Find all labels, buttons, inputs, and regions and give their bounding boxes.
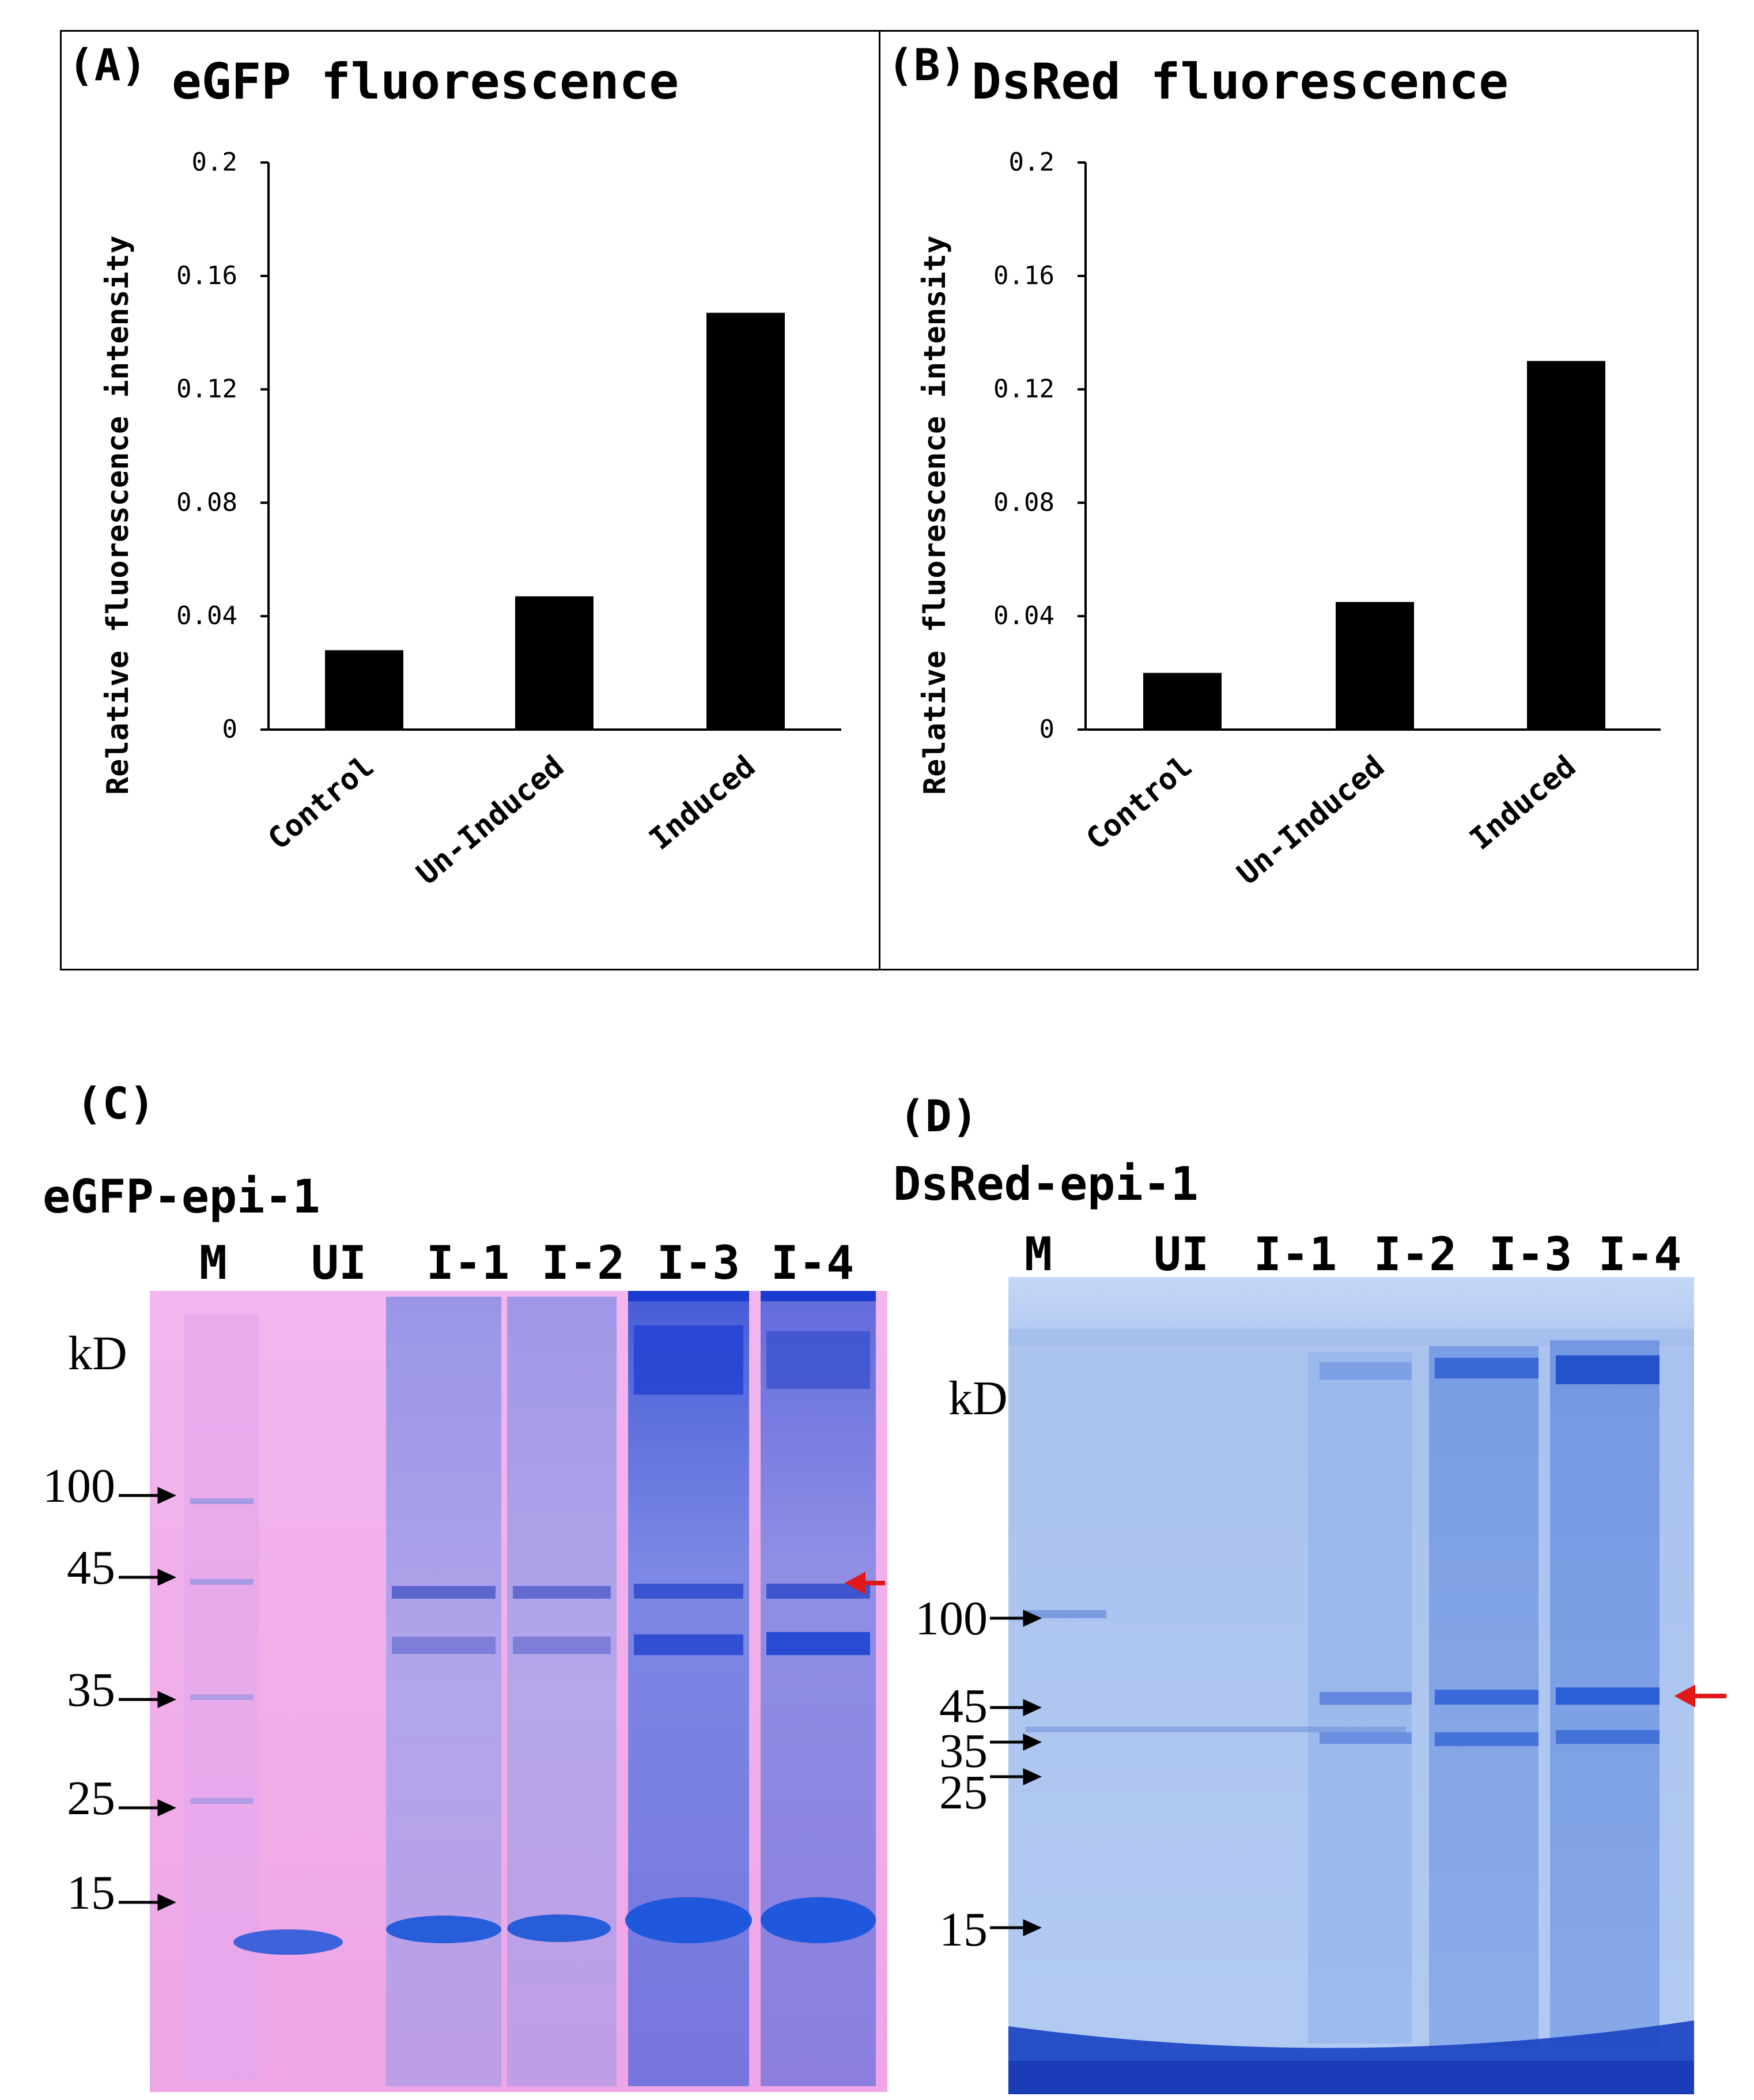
chart-a-ytick-label: 0.2 — [192, 148, 237, 177]
gel-d-image — [1008, 1277, 1694, 2094]
gel-c-unit: kD — [68, 1327, 127, 1380]
chart-b-ytick-label: 0.2 — [1009, 148, 1054, 177]
chart-a-ytick-label: 0 — [222, 715, 238, 744]
gel-c-image — [150, 1291, 887, 2092]
panel-label-d: (D) — [899, 1090, 978, 1142]
gel-d-marker-25: 25 — [939, 1766, 988, 1819]
gel-c-marker-45: 45 — [67, 1541, 115, 1595]
gel-d-marker-100: 100 — [915, 1592, 988, 1645]
chart-b-ytick-label: 0.04 — [993, 601, 1054, 630]
chart-a-ytick-label: 0.04 — [176, 601, 237, 630]
chart-a-ylabel: Relative fluorescence intensity — [101, 236, 135, 795]
gel-c-marker-100: 100 — [43, 1459, 115, 1513]
chart-b-ytick-label: 0.12 — [993, 375, 1054, 404]
gel-d-marker-45: 45 — [939, 1679, 988, 1733]
gel-c-lane-i3: I-3 — [656, 1236, 740, 1290]
gel-c-lane-m: M — [199, 1236, 228, 1290]
gel-d-marker-35: 35 — [939, 1724, 988, 1778]
chart-b-bar — [1143, 673, 1222, 730]
gel-d-lane-i4: I-4 — [1598, 1227, 1682, 1281]
gel-c-marker-15: 15 — [67, 1866, 115, 1920]
chart-b-bar — [1527, 361, 1605, 730]
gel-d-title: DsRed-epi-1 — [893, 1157, 1199, 1211]
gel-d-red-arrow — [1674, 1684, 1726, 1708]
chart-a-ytick-label: 0.08 — [176, 488, 237, 517]
panel-label-a: (A) — [68, 39, 148, 90]
gel-c-lane-ui: UI — [311, 1236, 367, 1290]
chart-b-ytick-label: 0.08 — [993, 488, 1054, 517]
gel-c-marker-25: 25 — [67, 1772, 115, 1825]
charts-divider — [879, 30, 880, 970]
gel-c-title: eGFP-epi-1 — [43, 1170, 320, 1223]
gel-d-lane-ui: UI — [1153, 1227, 1209, 1281]
chart-b-ytick-label: 0.16 — [993, 261, 1054, 290]
gel-d-unit: kD — [948, 1372, 1008, 1425]
chart-b-bar — [1336, 602, 1414, 730]
chart-b-ytick-label: 0 — [1039, 715, 1055, 744]
chart-a-ytick-label: 0.16 — [176, 261, 237, 290]
chart-a-bar — [706, 312, 785, 730]
panel-label-c: (C) — [76, 1078, 156, 1129]
panel-label-b: (B) — [887, 39, 967, 90]
gel-d-lane-i2: I-2 — [1373, 1227, 1457, 1281]
gel-d-lane-m: M — [1024, 1227, 1053, 1281]
gel-c-lane-i1: I-1 — [426, 1236, 510, 1290]
chart-a-bar — [325, 650, 403, 730]
chart-a-bar — [515, 596, 594, 730]
chart-b-title: DsRed fluorescence — [971, 53, 1509, 111]
gel-c-marker-35: 35 — [67, 1663, 115, 1717]
gel-d-lane-i3: I-3 — [1488, 1227, 1572, 1281]
chart-b-ylabel: Relative fluorescence intensity — [918, 236, 952, 795]
gel-c-lane-i2: I-2 — [541, 1236, 625, 1290]
gel-d-marker-15: 15 — [939, 1903, 988, 1957]
chart-a-ytick-label: 0.12 — [176, 375, 237, 404]
gel-d-lane-i1: I-1 — [1253, 1227, 1337, 1281]
bar-charts: 0 0.04 0.08 0.12 0.16 0.2 Relative fluorescenc… — [101, 148, 1661, 892]
chart-a-title: eGFP fluorescence — [172, 53, 679, 111]
gel-c-lane-i4: I-4 — [770, 1236, 855, 1290]
gel-c-red-arrow — [844, 1572, 885, 1595]
